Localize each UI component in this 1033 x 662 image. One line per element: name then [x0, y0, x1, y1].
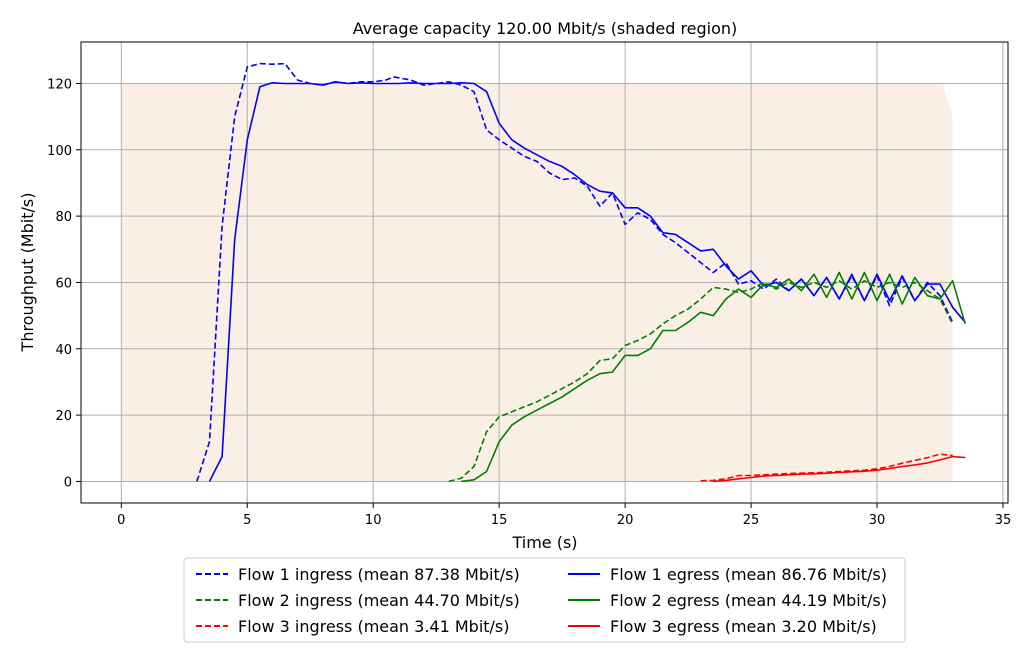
y-tick-label: 100 — [47, 144, 72, 159]
legend-label-3: Flow 2 ingress (mean 44.70 Mbit/s) — [238, 591, 520, 610]
series-line-3 — [448, 279, 954, 483]
x-tick-label: 20 — [617, 513, 634, 528]
legend-label-2: Flow 1 egress (mean 86.76 Mbit/s) — [610, 565, 887, 584]
legend-label-1: Flow 1 ingress (mean 87.38 Mbit/s) — [238, 565, 520, 584]
series-layer — [196, 62, 966, 483]
grid-layer — [81, 42, 1008, 503]
y-axis-label: Throughput (Mbit/s) — [18, 193, 37, 353]
y-tick-label: 80 — [55, 210, 72, 225]
axes-frame — [80, 41, 1009, 504]
y-tick-label: 0 — [64, 475, 72, 490]
chart-title: Average capacity 120.00 Mbit/s (shaded r… — [353, 19, 738, 38]
legend-label-5: Flow 3 ingress (mean 3.41 Mbit/s) — [238, 617, 510, 636]
legend-label-4: Flow 2 egress (mean 44.19 Mbit/s) — [610, 591, 887, 610]
legend: Flow 1 ingress (mean 87.38 Mbit/s) Flow 2… — [183, 557, 906, 643]
series-line-5 — [700, 453, 953, 482]
y-tick-label: 20 — [55, 409, 72, 424]
x-axis-label: Time (s) — [511, 533, 577, 552]
y-tick-label: 60 — [55, 276, 72, 291]
x-tick-label: 30 — [869, 513, 886, 528]
y-axis-ticks: 0 20 40 60 80 100 120 — [47, 77, 81, 490]
x-tick-label: 10 — [365, 513, 382, 528]
series-line-4 — [461, 271, 966, 483]
series-line-6 — [713, 455, 966, 483]
legend-entries: Flow 1 ingress (mean 87.38 Mbit/s) Flow 2… — [196, 565, 887, 636]
legend-box — [183, 557, 906, 643]
legend-label-6: Flow 3 egress (mean 3.20 Mbit/s) — [610, 617, 877, 636]
x-tick-label: 15 — [491, 513, 508, 528]
x-axis-ticks: 0 5 10 15 20 25 30 35 — [117, 503, 1011, 528]
plot-area — [80, 41, 1009, 504]
x-tick-label: 5 — [243, 513, 251, 528]
x-tick-label: 0 — [117, 513, 125, 528]
y-tick-label: 40 — [55, 343, 72, 358]
y-tick-label: 120 — [47, 77, 72, 92]
x-tick-label: 35 — [995, 513, 1012, 528]
series-line-2 — [208, 81, 966, 482]
x-tick-label: 25 — [743, 513, 760, 528]
